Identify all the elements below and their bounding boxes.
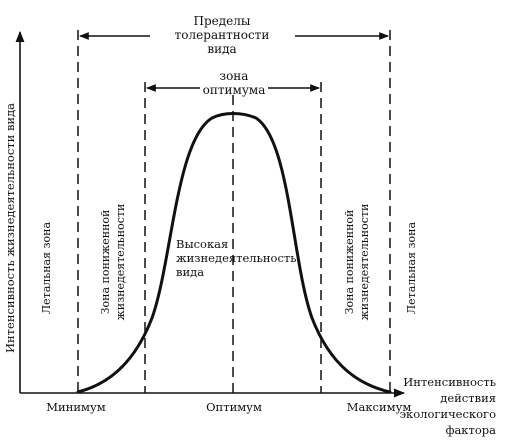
- tolerance-label-line-2: толерантности: [175, 28, 270, 42]
- high-activity-label-line-1: Высокая: [176, 237, 228, 251]
- tolerance-label-line-1: Пределы: [194, 14, 251, 28]
- y-axis-label: Интенсивность жизнедеятельности вида: [3, 103, 17, 353]
- lethal-zone-right-label: Летальная зона: [405, 221, 418, 314]
- x-axis-label-line-2: действия: [440, 391, 496, 405]
- tolerance-label-line-3: вида: [207, 42, 236, 56]
- x-axis-label-line-4: фактора: [445, 423, 496, 437]
- reduced-zone-right-label-line-2: жизнедеятельности: [358, 204, 371, 321]
- reduced-zone-left-label-line-2: жизнедеятельности: [114, 204, 127, 321]
- optimum-label: Оптимум: [206, 400, 262, 414]
- x-axis-label-line-3: экологического: [400, 407, 496, 421]
- tolerance-curve: [76, 112, 392, 394]
- reduced-zone-right-label-line-1: Зона пониженной: [343, 210, 356, 315]
- optimum-zone-label-line-1: зона: [220, 69, 249, 83]
- high-activity-label-line-3: вида: [176, 265, 204, 279]
- minimum-label: Минимум: [46, 400, 105, 414]
- maximum-label: Максимум: [347, 400, 412, 414]
- high-activity-label-line-2: жизнедеятельность: [176, 251, 297, 265]
- optimum-zone-label-line-2: оптимума: [203, 83, 266, 97]
- reduced-zone-left-label-line-1: Зона пониженной: [99, 210, 112, 315]
- x-axis-label-line-1: Интенсивность: [403, 375, 496, 389]
- lethal-zone-left-label: Летальная зона: [40, 221, 53, 314]
